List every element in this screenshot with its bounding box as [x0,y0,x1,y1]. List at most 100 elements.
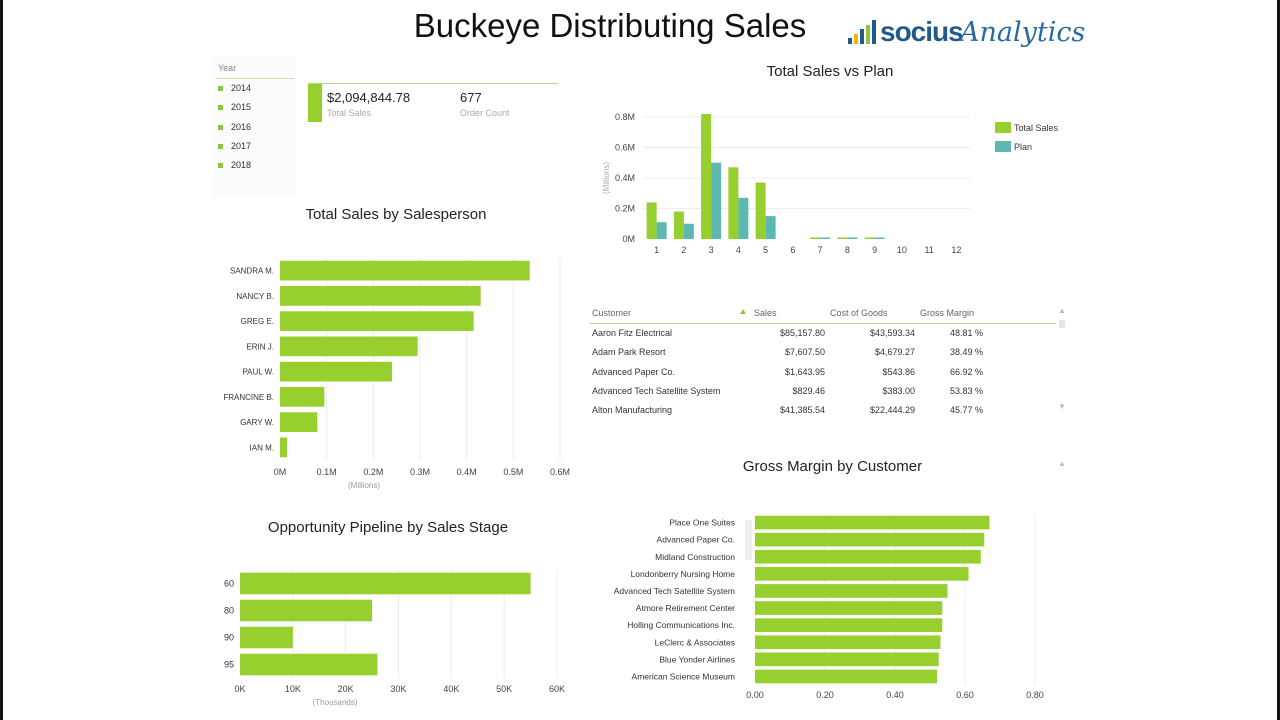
y-tick-label: 0.6M [615,143,635,153]
bar [820,237,831,239]
scroll-down-icon[interactable]: ▼ [1058,402,1066,411]
table-cell-customer[interactable]: Advanced Tech Satellite System [592,385,721,396]
dashboard-title: Buckeye Distributing Sales [413,7,807,44]
table-cell: $43,593.34 [869,328,915,338]
x-tick-label: 0.60 [956,690,974,700]
x-tick-label: 60K [549,684,565,694]
category-label: Advanced Tech Satellite System [614,586,735,596]
x-tick-label: 0M [274,467,287,477]
bar [755,515,990,530]
chart-scroll-up-icon[interactable]: ▲ [1058,459,1066,468]
bar [874,237,885,239]
x-tick-label: 0K [234,684,245,694]
y-tick-label: 0.4M [615,173,635,183]
table-cell-customer[interactable]: Adam Park Resort [592,347,666,358]
bar [755,669,937,684]
bar [683,223,694,239]
bar [701,113,712,239]
category-label: GARY W. [240,418,274,427]
category-label: Advanced Paper Co. [657,535,735,545]
table-cell: 53.83 % [949,385,983,396]
bar [728,167,739,239]
bar [755,532,985,547]
x-tick-label: 3 [709,245,714,255]
gross-margin-by-customer-chart: 0.00 0.20 0.40 0.60 0.80 Place One Suites Adva… [614,514,1044,700]
gross-margin-scrollbar[interactable] [745,520,752,560]
category-label: FRANCINE B. [223,393,274,402]
category-label: 60 [224,579,234,589]
bar [280,412,318,432]
x-tick-label: 10 [897,245,907,255]
table-cell: $383.00 [882,385,915,396]
column-header-customer[interactable]: Customer [592,308,632,318]
slicer-item-2017[interactable]: 2017 [218,141,251,151]
slicer-item-2016[interactable]: 2016 [218,122,251,132]
bar [240,626,293,649]
scroll-up-icon[interactable]: ▲ [1058,306,1066,315]
x-tick-label: 0.20 [816,690,834,700]
table-cell: $22,444.29 [869,405,915,416]
column-header-gross-margin[interactable]: Gross Margin [920,308,975,318]
category-label: 90 [224,633,234,643]
category-label: Londonberry Nursing Home [631,569,736,579]
kpi-accent-bar [308,84,322,122]
bar [755,601,943,615]
chart-title-gross-margin: Gross Margin by Customer [742,458,923,475]
x-tick-label: 4 [736,245,741,255]
slicer-item-2014[interactable]: 2014 [218,83,251,93]
bar [240,653,378,676]
category-label: GREG E. [241,317,274,326]
sort-ascending-icon[interactable] [740,309,746,314]
bar [847,237,858,239]
category-label: Holling Communications Inc. [627,620,735,630]
x-tick-label: 12 [951,245,961,255]
bar [711,162,722,239]
column-header-cost-of-goods[interactable]: Cost of Goods [830,308,888,318]
sales-by-salesperson-chart: 0M 0.1M 0.2M 0.3M 0.4M 0.5M 0.6M SANDRA M. NANCY… [223,258,570,490]
order-count-label: Order Count [460,108,510,118]
bar [755,549,981,564]
bar [810,237,821,239]
bar [240,599,373,622]
slicer-item-2018[interactable]: 2018 [218,160,251,170]
table-cell-customer[interactable]: Advanced Paper Co. [592,366,676,377]
x-tick-label: 30K [390,684,406,694]
bar [837,237,848,239]
x-tick-label: 8 [845,245,850,255]
category-label: SANDRA M. [230,267,274,276]
slicer-item-2015[interactable]: 2015 [218,102,251,112]
logo-bars-icon [848,20,878,44]
total-sales-label: Total Sales [327,108,372,118]
pipeline-by-stage-chart: 0K 10K 20K 30K 40K 50K 60K 60 80 90 95 (Thousands) [224,570,565,707]
chart-title-pipeline: Opportunity Pipeline by Sales Stage [267,519,509,536]
bar [280,387,325,407]
bar [755,182,766,239]
x-tick-label: 9 [872,245,877,255]
table-cell: $85,157.80 [779,328,825,338]
bar [280,311,474,331]
bar [755,652,939,667]
checkbox-icon [218,86,223,92]
axis-title: (Millions) [602,162,611,194]
column-header-sales[interactable]: Sales [754,308,777,318]
category-label: LeClerc & Associates [655,637,735,647]
legend-label: Total Sales [1014,123,1059,133]
bar [280,361,392,382]
table-cell: 38.49 % [949,347,983,358]
x-tick-label: 0.80 [1026,690,1044,700]
table-cell-customer[interactable]: Alton Manufacturing [592,405,673,416]
sales-vs-plan-chart: 0M0.2M0.4M0.6M0.8M(Millions)1 2 3 4 5 6 7 8 9 10 1… [602,112,1059,255]
bar [646,202,657,239]
checkbox-icon [218,144,223,150]
checkbox-icon [218,125,223,131]
table-cell-customer[interactable]: Aaron Fitz Electrical [592,328,673,338]
axis-title: (Millions) [348,481,380,490]
bar [280,286,481,306]
bar [765,216,776,239]
category-label: Atmore Retirement Center [636,603,735,613]
x-tick-label: 0.2M [363,467,383,477]
bar [656,222,667,239]
table-cell: $543.86 [882,366,915,377]
checkbox-icon [218,105,223,111]
scrollbar-thumb[interactable] [1059,320,1065,328]
